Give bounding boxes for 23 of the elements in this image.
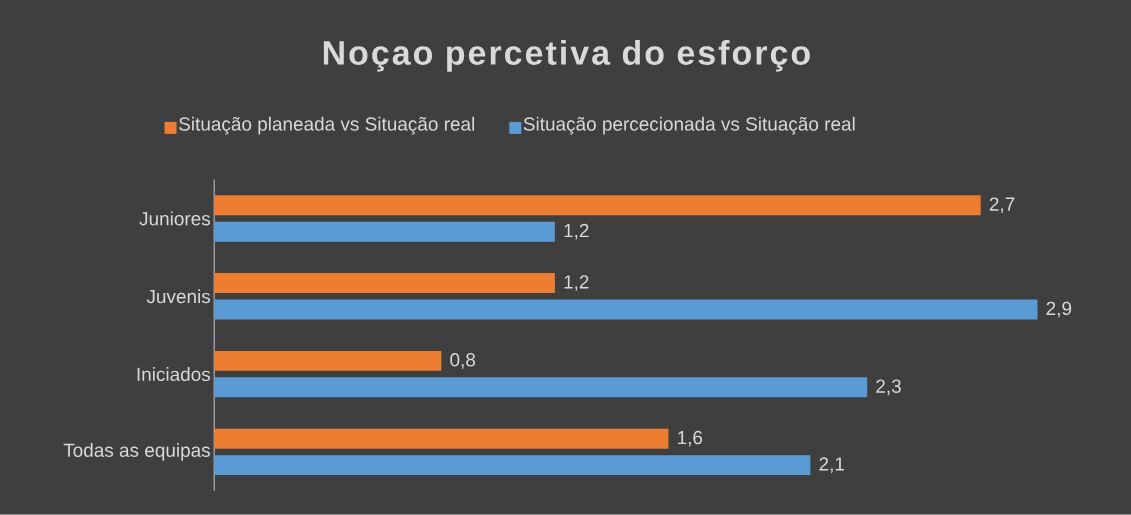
data-label: 2,3 bbox=[876, 379, 901, 396]
chart-title: Noçao percetiva do esforço bbox=[323, 40, 810, 72]
bar bbox=[214, 455, 811, 476]
data-label: 1,6 bbox=[678, 430, 703, 447]
data-label: 1,2 bbox=[564, 275, 589, 291]
legend-label: Situação planeada vs Situação real bbox=[179, 116, 475, 135]
bar bbox=[214, 221, 555, 242]
y-tick-label: Todas as equipas bbox=[63, 443, 210, 461]
data-label: 2,7 bbox=[989, 197, 1015, 214]
data-label: 2,1 bbox=[819, 457, 844, 474]
bar bbox=[214, 351, 442, 371]
bar bbox=[214, 428, 669, 449]
data-label: 1,2 bbox=[564, 223, 589, 240]
legend-label: Situação percecionada vs Situação real bbox=[523, 116, 855, 135]
bar bbox=[214, 299, 1038, 320]
data-label: 2,9 bbox=[1046, 301, 1072, 318]
y-tick-label: Juniores bbox=[139, 211, 211, 226]
bar bbox=[214, 377, 868, 398]
data-label: 0,8 bbox=[450, 353, 476, 369]
y-tick-label: Juvenis bbox=[146, 289, 211, 304]
bar bbox=[214, 195, 981, 216]
y-tick-label: Iniciados bbox=[137, 367, 211, 382]
bar bbox=[214, 273, 555, 294]
